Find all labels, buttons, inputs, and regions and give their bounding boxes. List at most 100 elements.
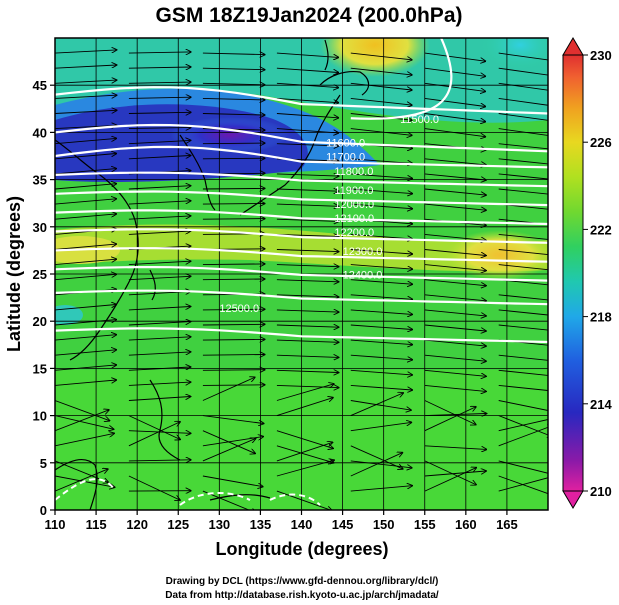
- streamline: [55, 410, 109, 432]
- streamline: [128, 422, 180, 447]
- streamline: [350, 188, 412, 194]
- streamline: [498, 52, 548, 61]
- streamline: [276, 219, 339, 221]
- streamline: [202, 279, 265, 280]
- y-tick-label: 35: [33, 173, 47, 188]
- x-tick-label: 150: [373, 517, 395, 532]
- streamline: [55, 154, 116, 160]
- streamline: [350, 279, 412, 285]
- cyan-spot-west: [55, 305, 83, 325]
- streamline: [202, 339, 265, 340]
- contour-label: 12500.0: [219, 303, 259, 315]
- streamline: [424, 188, 486, 195]
- streamline: [55, 320, 116, 326]
- streamline: [128, 67, 191, 68]
- y-tick-label: 25: [33, 267, 47, 282]
- streamline: [128, 216, 191, 220]
- coast-hokkaido: [319, 70, 370, 96]
- streamline: [350, 203, 412, 209]
- streamline: [128, 415, 180, 440]
- colorbar-min-arrow: [562, 490, 584, 509]
- streamline: [55, 415, 113, 430]
- streamline: [350, 294, 412, 300]
- streamline: [350, 324, 412, 330]
- streamline: [424, 279, 486, 286]
- streamline: [498, 264, 548, 271]
- y-axis: 0 5 10 15 20 25 30 35 40 45: [33, 78, 55, 518]
- x-tick-label: 110: [45, 517, 66, 532]
- warm-spot-northeast: [320, 38, 430, 77]
- streamline: [424, 309, 486, 316]
- x-tick-label: 140: [291, 517, 313, 532]
- colorbar-tick-label: 230: [590, 48, 612, 63]
- streamline: [202, 114, 265, 116]
- streamline: [424, 128, 485, 137]
- streamline: [276, 490, 332, 510]
- chart-title: GSM 18Z19Jan2024 (200.0hPa): [155, 4, 462, 27]
- streamline: [350, 384, 412, 390]
- y-tick-label: 0: [40, 503, 47, 518]
- cyan-spot-northeast: [480, 38, 548, 70]
- streamline: [424, 468, 476, 492]
- streamline: [55, 469, 108, 492]
- streamline: [55, 125, 116, 130]
- streamline: [276, 189, 339, 191]
- x-tick-label: 120: [126, 517, 148, 532]
- streamline: [498, 384, 548, 391]
- streamline: [498, 309, 548, 316]
- streamline: [128, 397, 190, 401]
- x-tick-label: 165: [496, 517, 518, 532]
- x-tick-label: 155: [414, 517, 436, 532]
- streamline: [498, 249, 548, 256]
- streamline: [202, 430, 255, 454]
- streamline: [424, 113, 485, 122]
- colorbar-tick-label: 210: [590, 484, 612, 499]
- streamline: [350, 486, 412, 492]
- streamline: [424, 354, 486, 361]
- streamline: [498, 97, 548, 106]
- streamline: [276, 398, 333, 417]
- streamline: [202, 68, 265, 70]
- warm-spot-east: [445, 230, 548, 280]
- streamline: [128, 127, 191, 128]
- streamline: [498, 354, 548, 361]
- streamline: [350, 369, 412, 375]
- streamline: [55, 65, 116, 69]
- streamline: [276, 370, 339, 372]
- contour-line: [55, 171, 548, 188]
- contour-label: 12200.0: [334, 227, 374, 239]
- contour-line: [55, 327, 548, 344]
- streamline: [202, 377, 255, 401]
- streamline: [276, 82, 338, 87]
- y-axis-label: Latitude (degrees): [4, 196, 24, 352]
- streamline: [55, 138, 116, 145]
- streamline: [350, 82, 412, 90]
- streamline: [276, 340, 339, 342]
- streamline: [128, 261, 191, 266]
- streamline: [498, 188, 548, 195]
- streamline: [276, 460, 334, 477]
- streamline: [498, 143, 548, 150]
- contour-label: 12400.0: [343, 270, 383, 282]
- streamline: [55, 110, 116, 114]
- streamline: [498, 324, 548, 331]
- contour-label: 12300.0: [343, 246, 383, 258]
- streamline: [350, 67, 412, 75]
- streamline: [424, 339, 486, 346]
- streamline: [276, 113, 338, 118]
- streamline: [128, 367, 191, 371]
- streamline: [202, 188, 265, 189]
- streamline: [55, 380, 116, 386]
- x-tick-label: 145: [332, 517, 354, 532]
- streamline: [55, 169, 116, 175]
- y-tick-label: 20: [33, 314, 47, 329]
- colorbar-tick-label: 222: [590, 222, 612, 237]
- streamline: [55, 244, 116, 250]
- colorbar-gradient: [562, 54, 584, 492]
- x-tick-label: 125: [167, 517, 189, 532]
- contour-line-northeast: [350, 38, 453, 120]
- streamline: [498, 233, 548, 240]
- streamline: [55, 199, 116, 205]
- streamline: [350, 264, 412, 270]
- streamline: [55, 305, 116, 311]
